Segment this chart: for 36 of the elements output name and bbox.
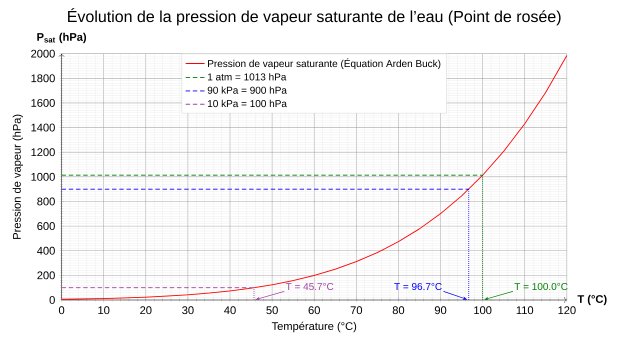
x-tick-label: 30 bbox=[182, 306, 194, 314]
annotation: T = 45.7°C bbox=[286, 283, 334, 290]
legend-label: 10 kPa = 100 hPa bbox=[208, 100, 287, 108]
y-axis-title: Pression de vapeur (hPa) bbox=[12, 114, 23, 239]
text: T (°C) bbox=[578, 294, 607, 306]
x-tick-label: 0 bbox=[58, 306, 64, 314]
y-tick-label: 1600 bbox=[31, 99, 55, 107]
annotation: T = 100.0°C bbox=[514, 283, 568, 290]
x-tick-label: 110 bbox=[516, 306, 534, 314]
x-tick-label: 10 bbox=[98, 306, 110, 314]
x-tick-label: 120 bbox=[558, 306, 576, 314]
x-tick-label: 60 bbox=[308, 306, 320, 314]
y-tick-label: 1200 bbox=[31, 148, 55, 156]
legend-label: Pression de vapeur saturante (Équation Arden Buck) bbox=[208, 58, 440, 70]
y-tick-label: 1000 bbox=[31, 173, 55, 181]
text: P$_{sat}$ (hPa) bbox=[37, 32, 86, 44]
y-tick-label: 1400 bbox=[31, 124, 55, 132]
chart-title: Évolution de la pression de vapeur saturante de l’eau (Point de rosée) bbox=[68, 8, 561, 26]
y-tick-label: 600 bbox=[37, 222, 55, 230]
legend-label: 1 atm = 1013 hPa bbox=[208, 73, 286, 81]
x-tick-label: 40 bbox=[224, 306, 236, 314]
y-tick-label: 1800 bbox=[31, 74, 55, 82]
y-tick-label: 400 bbox=[37, 246, 55, 255]
y-tick-label: 2000 bbox=[31, 50, 55, 58]
annotation: T = 96.7°C bbox=[394, 283, 442, 290]
y-tick-label: 200 bbox=[37, 272, 55, 280]
y-tick-label: 0 bbox=[50, 296, 55, 304]
x-axis-title: Température (°C) bbox=[272, 322, 356, 332]
x-tick-label: 100 bbox=[474, 306, 492, 314]
x-tick-label: 20 bbox=[140, 306, 152, 314]
legend-label: 90 kPa = 900 hPa bbox=[208, 86, 287, 94]
y-tick-label: 800 bbox=[37, 198, 55, 206]
x-tick-label: 70 bbox=[350, 306, 362, 314]
x-tick-label: 80 bbox=[392, 306, 404, 314]
x-tick-label: 50 bbox=[266, 306, 278, 314]
x-tick-label: 90 bbox=[434, 306, 446, 314]
